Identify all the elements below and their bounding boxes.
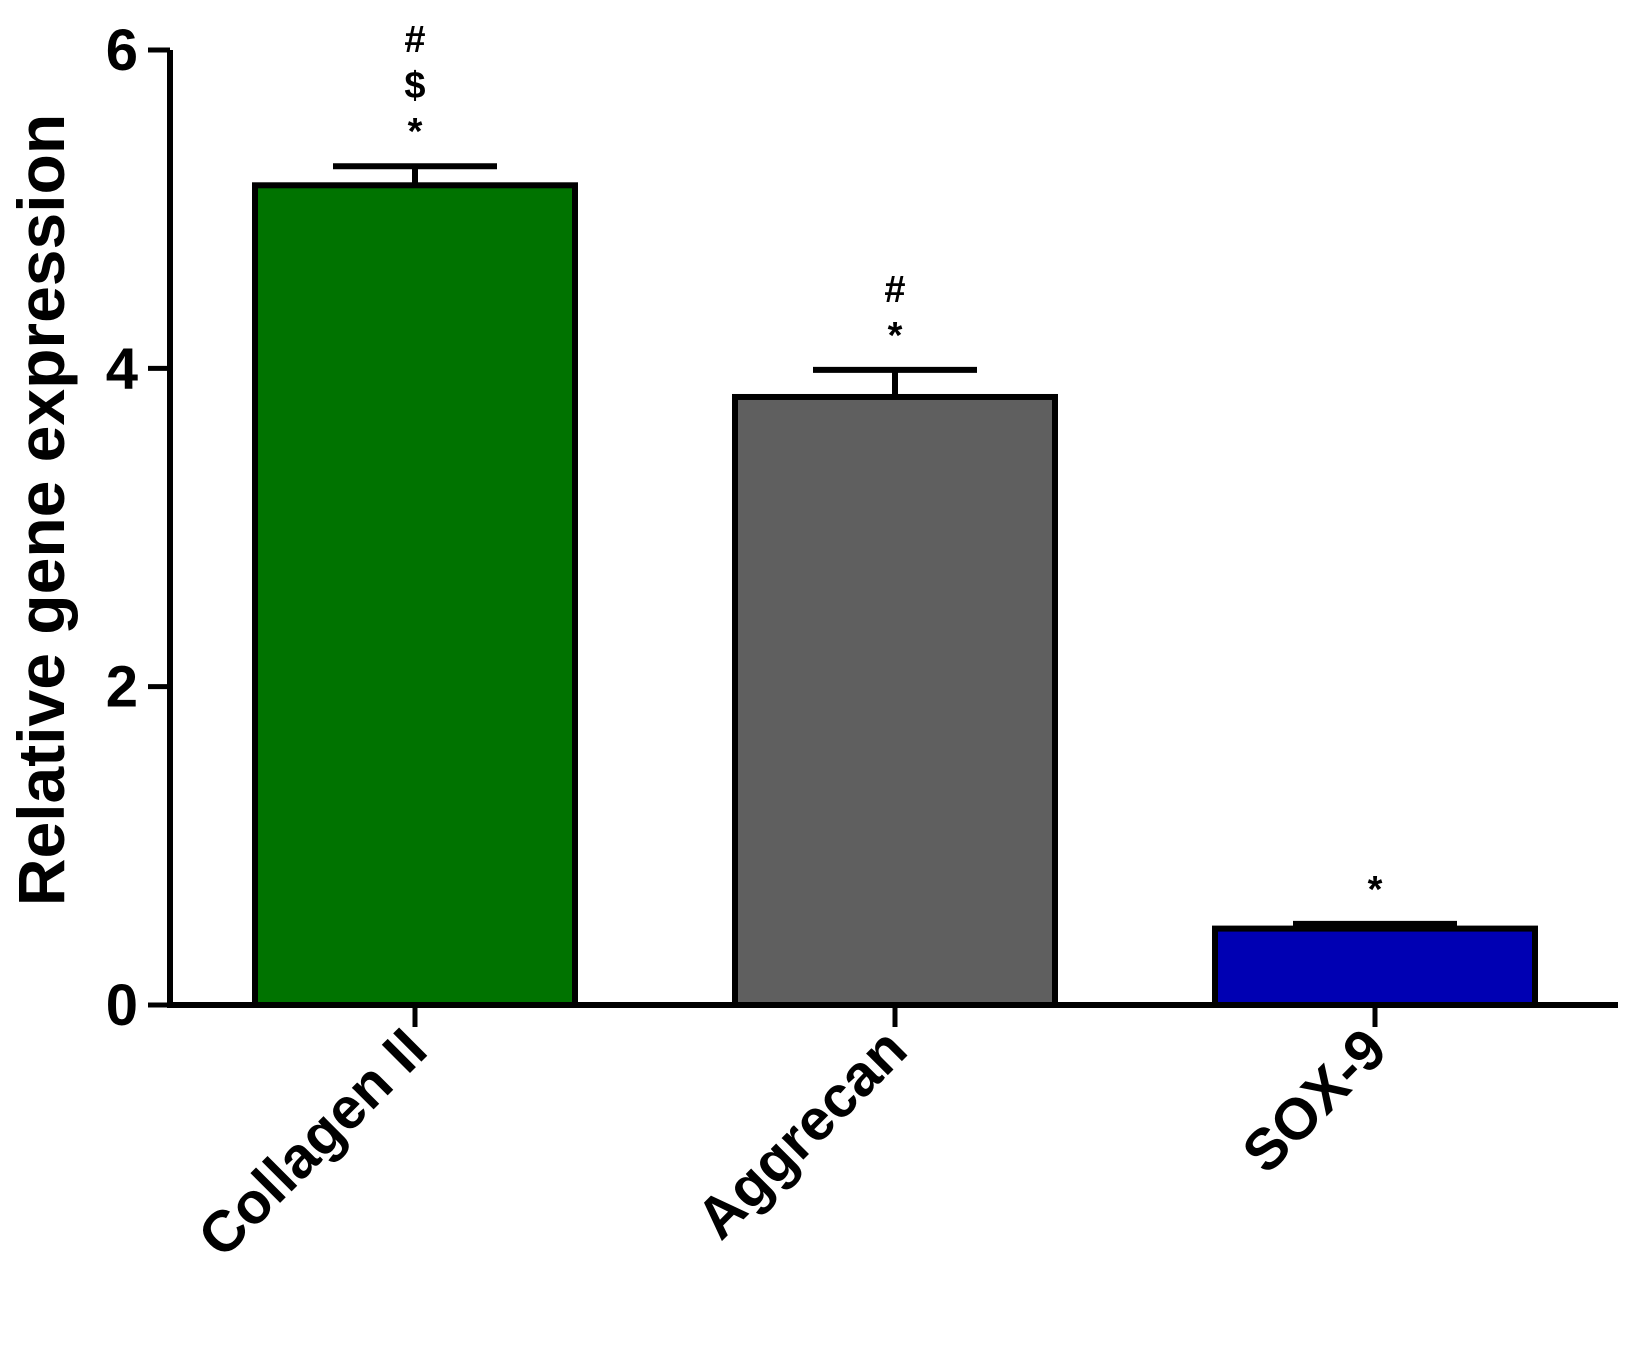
y-axis-ticks: 0 2 4 6 xyxy=(106,18,170,1038)
y-tick-label: 2 xyxy=(106,655,138,720)
bar xyxy=(732,393,1058,1008)
significance-marker: * xyxy=(888,315,903,357)
y-tick-label: 6 xyxy=(106,18,138,83)
x-category-label: SOX-9 xyxy=(1230,1016,1399,1185)
y-axis-title: Relative gene expression xyxy=(4,114,78,906)
significance-marker: * xyxy=(1368,869,1383,911)
significance-marker: $ xyxy=(404,65,425,107)
significance-marker: * xyxy=(408,111,423,153)
bars: #$*#** xyxy=(252,19,1538,1008)
y-tick-label: 4 xyxy=(106,336,138,401)
significance-marker: # xyxy=(884,269,905,311)
bar xyxy=(1212,925,1538,1008)
x-category-label: Collagen II xyxy=(186,1016,439,1269)
y-tick-label: 0 xyxy=(106,973,138,1038)
x-axis-categories: Collagen II Aggrecan SOX-9 xyxy=(186,1005,1399,1270)
bar xyxy=(252,182,578,1008)
x-category-label: Aggrecan xyxy=(684,1016,919,1251)
significance-marker: # xyxy=(404,19,425,61)
